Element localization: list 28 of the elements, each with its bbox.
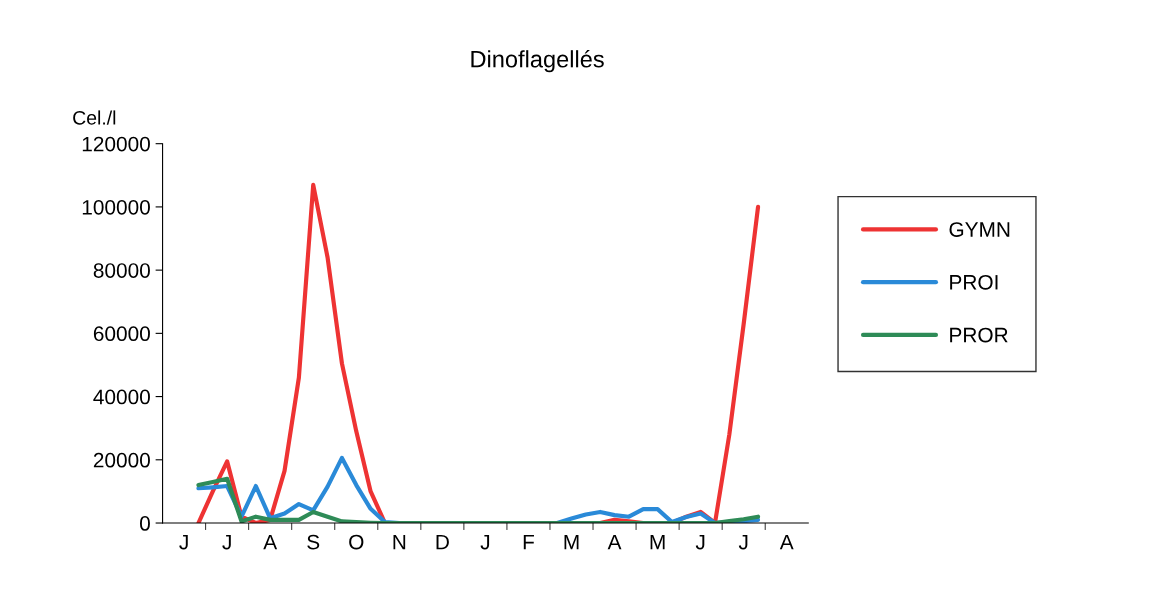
y-tick-label: 40000	[93, 389, 150, 405]
x-tick-label: M	[564, 534, 579, 550]
y-axis-title: Cel./l	[73, 110, 116, 125]
x-tick-label: J	[480, 534, 490, 550]
x-tick-label: A	[607, 534, 622, 550]
x-tick-label: A	[263, 534, 278, 550]
x-tick-label: M	[650, 534, 665, 550]
x-tick-label: J	[738, 534, 748, 550]
y-tick-label: 120000	[82, 136, 150, 152]
legend-label: GYMN	[949, 222, 1010, 237]
y-tick-label: 20000	[93, 452, 150, 468]
y-tick-label: 60000	[93, 326, 150, 342]
chart-title: Dinoflagellés	[471, 49, 604, 73]
x-tick-label: J	[179, 534, 188, 550]
legend-label: PROI	[950, 274, 998, 290]
y-tick-label: 80000	[93, 263, 150, 278]
x-tick-label: O	[349, 534, 364, 550]
x-tick-label: S	[307, 534, 320, 550]
line-series	[196, 476, 761, 524]
x-tick-label: F	[523, 534, 534, 550]
y-tick-label: 0	[140, 516, 150, 531]
x-tick-label: J	[695, 534, 705, 550]
x-tick-label: A	[779, 534, 794, 550]
x-tick-label: D	[436, 534, 449, 550]
x-tick-label: N	[393, 534, 406, 550]
x-tick-label: J	[222, 534, 231, 550]
y-tick-label: 100000	[82, 199, 150, 215]
legend-label: PROR	[950, 327, 1008, 343]
